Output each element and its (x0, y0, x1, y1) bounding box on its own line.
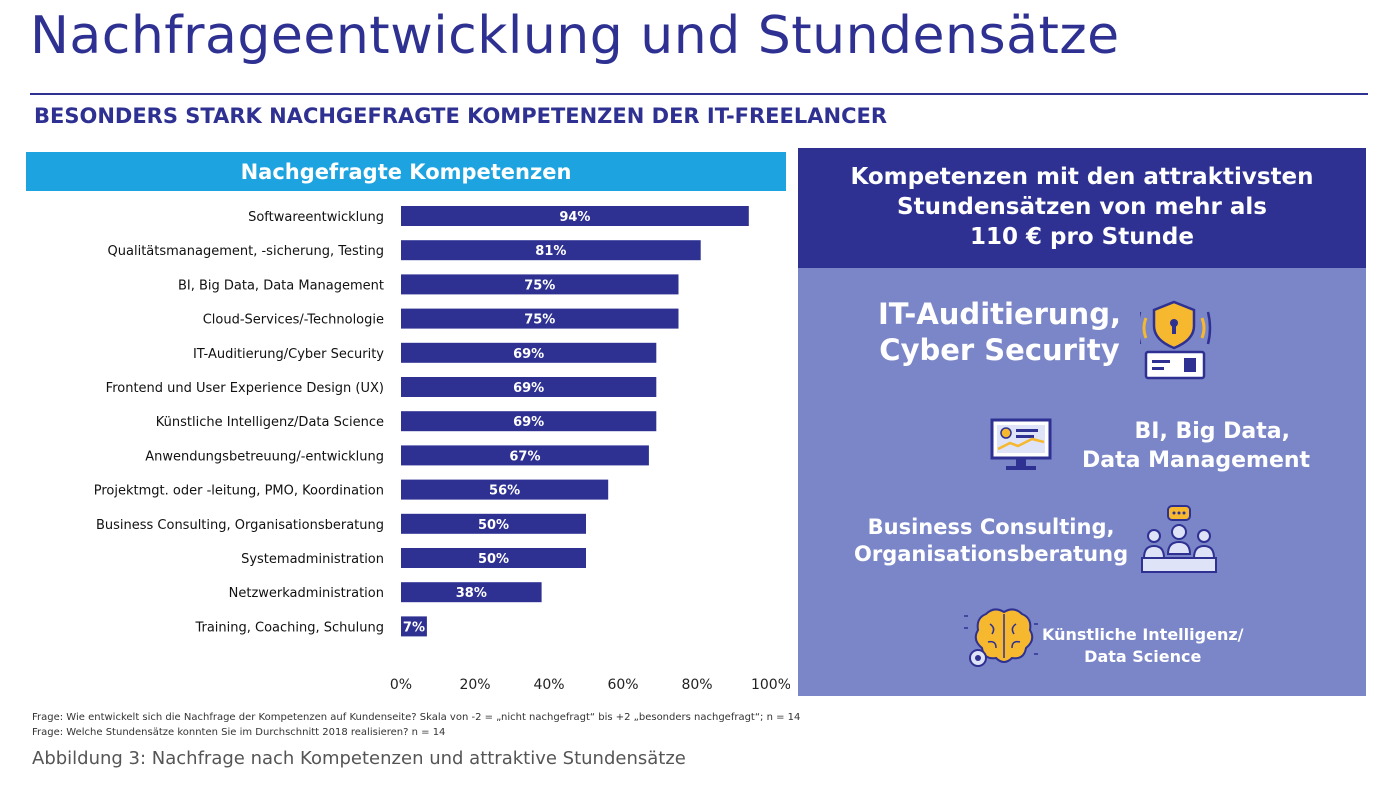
bar-value-label: 69% (513, 381, 544, 396)
footnote: Frage: Wie entwickelt sich die Nachfrage… (32, 712, 801, 723)
chart-header: Nachgefragte Kompetenzen (26, 152, 786, 191)
bar-value-label: 38% (456, 586, 487, 601)
page-subtitle: BESONDERS STARK NACHGEFRAGTE KOMPETENZEN… (34, 104, 888, 128)
bar (401, 206, 749, 226)
panel-header: Kompetenzen mit den attraktivsten Stunde… (798, 148, 1366, 268)
competence-line: Business Consulting, (867, 515, 1115, 539)
bar (401, 479, 609, 500)
bar (401, 582, 542, 603)
competence-ai-data-science: Künstliche Intelligenz/ Data Science (1042, 624, 1243, 669)
bar (401, 513, 586, 534)
competence-line: Organisationsberatung (854, 542, 1129, 567)
bar-value-label: 56% (489, 484, 520, 499)
category-label: Netzwerkadministration (229, 586, 384, 601)
category-label: IT-Auditierung/Cyber Security (193, 347, 384, 362)
bar-value-label: 81% (535, 244, 566, 259)
page-title: Nachfrageentwicklung und Stundensätze (30, 6, 1120, 66)
bar (401, 445, 649, 466)
bar (401, 342, 657, 363)
category-label: Training, Coaching, Schulung (194, 620, 384, 635)
category-label: BI, Big Data, Data Management (178, 278, 384, 293)
bar-value-label: 50% (478, 552, 509, 567)
category-label: Systemadministration (241, 552, 384, 567)
competence-line: Data Science (1084, 647, 1202, 667)
competence-it-audit: IT-Auditierung, Cyber Security (878, 296, 1121, 369)
bar-value-label: 69% (513, 415, 544, 430)
bar-value-label: 50% (478, 518, 509, 533)
competence-line: Künstliche Intelligenz/ (1042, 625, 1244, 644)
category-label: Künstliche Intelligenz/Data Science (156, 415, 384, 430)
competence-line: IT-Auditierung, (878, 297, 1121, 331)
panel-header-line: Stundensätzen von mehr als (897, 194, 1267, 221)
bar-value-label: 67% (509, 449, 540, 464)
attractive-rates-panel: Kompetenzen mit den attraktivsten Stunde… (798, 148, 1366, 696)
brain-gear-icon (964, 608, 1038, 667)
bar-value-label: 7% (403, 620, 425, 635)
monitor-dashboard-icon (990, 418, 1052, 470)
bar (401, 548, 586, 568)
category-label: Projektmgt. oder -leitung, PMO, Koordina… (94, 484, 384, 499)
panel-header-line: 110 € pro Stunde (969, 223, 1194, 250)
x-tick-label: 20% (459, 677, 490, 693)
bar (401, 616, 427, 637)
competence-bi-big-data: BI, Big Data, Data Management (1082, 418, 1311, 475)
category-label: Softwareentwicklung (248, 210, 384, 225)
category-label: Frontend und User Experience Design (UX) (106, 381, 384, 396)
title-divider (30, 93, 1368, 95)
footnote: Frage: Welche Stundensätze konnten Sie i… (32, 727, 446, 738)
competence-line: Data Management (1082, 447, 1311, 473)
competence-business-consulting: Business Consulting, Organisationsberatu… (854, 514, 1128, 569)
bar-value-label: 75% (524, 313, 555, 328)
category-label: Cloud-Services/-Technologie (203, 313, 384, 328)
figure-caption: Abbildung 3: Nachfrage nach Kompetenzen … (32, 748, 686, 769)
x-tick-label: 100% (751, 677, 790, 693)
competence-line: BI, Big Data, (1134, 419, 1290, 444)
competence-line: Cyber Security (879, 333, 1120, 368)
bar (401, 411, 657, 432)
category-label: Anwendungsbetreuung/-entwicklung (145, 449, 384, 464)
x-tick-label: 60% (607, 677, 638, 693)
bar-value-label: 69% (513, 347, 544, 362)
category-label: Qualitätsmanagement, -sicherung, Testing (108, 244, 384, 259)
bar (401, 274, 679, 295)
panel-header-line: Kompetenzen mit den attraktivsten (850, 164, 1314, 191)
bar (401, 308, 679, 329)
bar (401, 377, 657, 397)
x-tick-label: 40% (533, 677, 564, 693)
bar-chart: Softwareentwicklung 94% Qualitätsmanagemen… (94, 206, 790, 693)
bar-value-label: 75% (524, 278, 555, 293)
bar-value-label: 94% (559, 210, 590, 225)
team-meeting-icon (1141, 505, 1217, 573)
shield-lock-icon (1140, 300, 1212, 380)
x-tick-label: 0% (390, 677, 412, 693)
category-label: Business Consulting, Organisationsberatu… (96, 518, 384, 533)
x-tick-label: 80% (681, 677, 712, 693)
bar (401, 240, 701, 261)
